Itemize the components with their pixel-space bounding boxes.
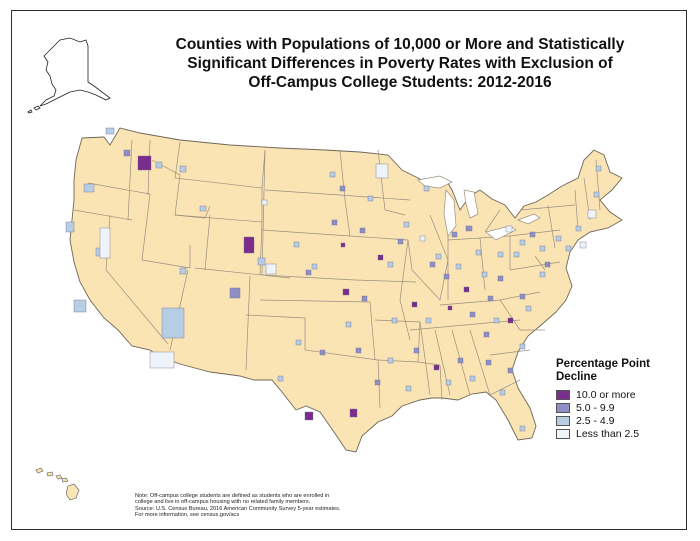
counties-10-or-more bbox=[137, 155, 514, 421]
legend-label-less-than-2-5: Less than 2.5 bbox=[576, 428, 640, 440]
map-title-line-2: Significant Differences in Poverty Rates… bbox=[187, 55, 613, 72]
counties-less-than-2-5 bbox=[99, 163, 597, 369]
map-title-line-3: Off-Campus College Students: 2012-2016 bbox=[248, 74, 552, 91]
legend-title-line-1: Percentage Point bbox=[556, 358, 650, 370]
note-line-3: Source: U.S. Census Bureau, 2016 America… bbox=[135, 505, 341, 512]
source-note: Note: Off-campus college students are de… bbox=[135, 493, 395, 519]
note-line-1: Note: Off-campus college students are de… bbox=[135, 493, 330, 499]
great-lakes bbox=[417, 175, 541, 241]
legend-label-5-to-9-9: 5.0 - 9.9 bbox=[576, 402, 615, 414]
legend-swatch-5-to-9-9 bbox=[556, 403, 570, 413]
counties-2-5-to-4-9 bbox=[65, 127, 602, 432]
legend-item-less-than-2-5: Less than 2.5 bbox=[556, 428, 676, 440]
map-title: Counties with Populations of 10,000 or M… bbox=[170, 35, 630, 92]
county-highlights bbox=[65, 127, 602, 432]
map-title-line-1: Counties with Populations of 10,000 or M… bbox=[175, 36, 625, 53]
legend-swatch-less-than-2-5 bbox=[556, 429, 570, 439]
legend-label-10-or-more: 10.0 or more bbox=[576, 389, 636, 401]
hawaii-inset bbox=[35, 467, 80, 501]
note-line-2: college and live in off-campus housing w… bbox=[135, 499, 311, 506]
legend-label-2-5-to-4-9: 2.5 - 4.9 bbox=[576, 415, 615, 427]
legend-swatch-10-or-more bbox=[556, 390, 570, 400]
note-line-4: For more information, see census.gov/acs bbox=[135, 512, 240, 519]
legend-title-line-2: Decline bbox=[556, 371, 597, 383]
legend-item-5-to-9-9: 5.0 - 9.9 bbox=[556, 402, 676, 414]
legend-title: Percentage Point Decline bbox=[556, 358, 676, 384]
legend-item-2-5-to-4-9: 2.5 - 4.9 bbox=[556, 415, 676, 427]
legend-item-10-or-more: 10.0 or more bbox=[556, 389, 676, 401]
counties-5-to-9-9 bbox=[123, 149, 551, 386]
figure-frame bbox=[11, 10, 687, 530]
alaska-inset bbox=[27, 37, 111, 114]
legend: Percentage Point Decline 10.0 or more 5.… bbox=[556, 358, 676, 441]
contiguous-us bbox=[65, 127, 623, 453]
legend-swatch-2-5-to-4-9 bbox=[556, 416, 570, 426]
